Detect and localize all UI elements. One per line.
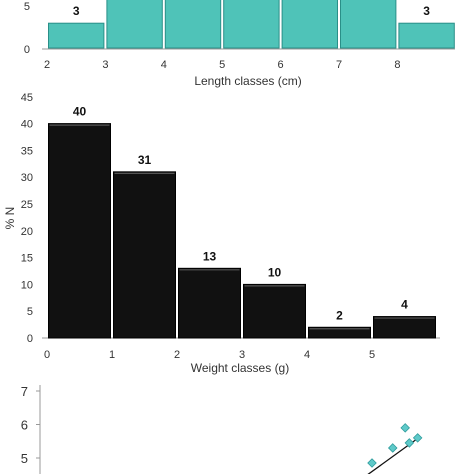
- weight-y-axis-title: % N: [3, 207, 17, 230]
- length-bar: [398, 22, 455, 49]
- scatter-point: [400, 423, 410, 433]
- length-bar: [281, 0, 339, 49]
- scatter-point: [387, 443, 398, 453]
- length-bar-data-label: 3: [73, 4, 80, 18]
- scatter-point: [404, 438, 415, 448]
- weight-bar: [178, 267, 241, 339]
- length-x-axis-title: Length classes (cm): [194, 74, 301, 88]
- weight-y-tick-label: 35: [21, 145, 33, 157]
- weight-y-tick-label: 45: [21, 92, 33, 104]
- weight-bar: [243, 283, 306, 339]
- weight-bar-data-label: 13: [203, 249, 217, 263]
- weight-y-tick-label: 15: [21, 253, 33, 265]
- weight-bar-data-label: 2: [336, 308, 343, 322]
- length-x-tick-label: 6: [278, 59, 284, 71]
- length-y-tick-label: 0: [24, 44, 30, 56]
- weight-bar: [373, 316, 436, 339]
- weight-bar: [308, 326, 371, 339]
- weight-y-tick-label: 25: [21, 199, 33, 211]
- scatter-point: [412, 433, 423, 443]
- weight-x-tick-label: 2: [174, 349, 180, 361]
- weight-y-tick-label: 5: [27, 306, 33, 318]
- weight-bar: [48, 123, 111, 339]
- length-x-tick-label: 3: [102, 59, 108, 71]
- length-x-tick-label: 4: [161, 59, 167, 71]
- weight-x-tick-label: 0: [44, 349, 50, 361]
- scatter-point: [367, 458, 377, 468]
- weight-y-tick-label: 40: [21, 119, 33, 131]
- length-bar-data-label: 3: [423, 4, 430, 18]
- scatter-y-tick-label: 5: [21, 451, 28, 466]
- length-bar: [340, 0, 397, 49]
- weight-bar-data-label: 10: [268, 265, 282, 279]
- weight-y-tick-label: 0: [27, 333, 33, 345]
- weight-x-tick-label: 4: [304, 349, 310, 361]
- weight-bar-data-label: 4: [401, 298, 408, 312]
- weight-bar-data-label: 31: [138, 153, 152, 167]
- weight-y-tick-label: 20: [21, 226, 33, 238]
- weight-x-tick-label: 1: [109, 349, 115, 361]
- length-y-tick-label: 5: [24, 1, 30, 13]
- scatter-y-tick-label: 6: [21, 418, 28, 433]
- length-bar: [106, 0, 163, 49]
- length-bar: [223, 0, 280, 49]
- length-x-tick-label: 5: [219, 59, 225, 71]
- weight-x-tick-label: 3: [239, 349, 245, 361]
- length-x-tick-label: 8: [394, 59, 400, 71]
- length-x-tick-label: 7: [336, 59, 342, 71]
- scatter-y-tick-label: 7: [21, 384, 28, 399]
- weight-y-tick-label: 30: [21, 172, 33, 184]
- length-bar: [164, 0, 222, 49]
- weight-bar: [113, 171, 176, 339]
- weight-x-axis-title: Weight classes (g): [191, 361, 289, 375]
- weight-x-tick-label: 5: [369, 349, 375, 361]
- length-bar: [48, 22, 105, 49]
- weight-y-tick-label: 10: [21, 279, 33, 291]
- weight-bar-data-label: 40: [73, 105, 87, 119]
- length-x-tick-label: 2: [44, 59, 50, 71]
